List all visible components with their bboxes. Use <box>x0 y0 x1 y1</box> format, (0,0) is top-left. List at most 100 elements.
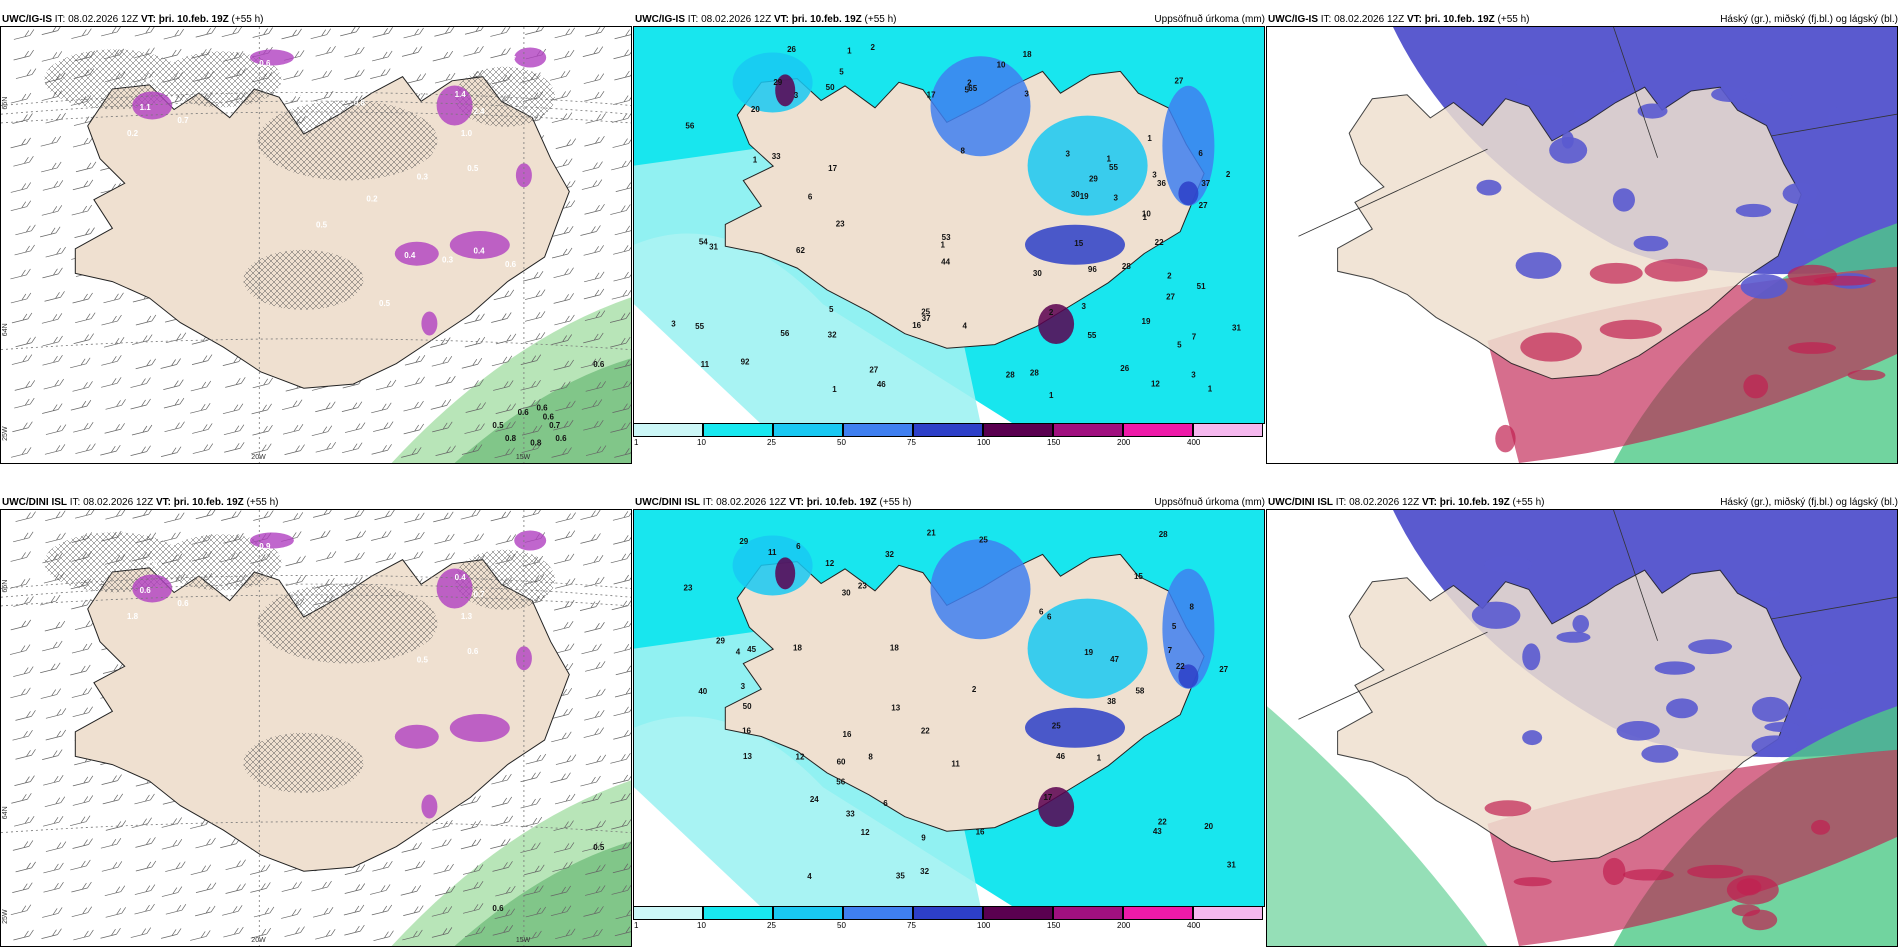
precip-value-label: 2 <box>967 79 972 88</box>
precip-area <box>930 539 1031 640</box>
precip-value-label: 46 <box>1056 752 1065 761</box>
precip-area <box>775 74 796 107</box>
axis-label-lat64: 64N <box>2 806 9 819</box>
precip-value-label: 47 <box>1110 655 1119 664</box>
colorbar-swatch <box>703 423 773 437</box>
cloud-patch <box>1740 273 1788 299</box>
precip-value-label: 56 <box>685 122 694 131</box>
precip-value-label: 30 <box>1071 190 1080 199</box>
panel-bottom-middle: UWC/DINI ISL IT: 08.02.2026 12Z VT: þri.… <box>633 493 1267 950</box>
graticule <box>1 510 631 946</box>
precip-value-label: 1 <box>1147 134 1152 143</box>
precip-value-label: 1 <box>1097 754 1102 763</box>
snow-value-label: 1.8 <box>127 612 139 621</box>
cloud-patch <box>1782 182 1818 205</box>
precip-value-label: 25 <box>1052 721 1061 730</box>
precip-value-label: 4 <box>807 872 812 881</box>
panel-header: UWC/DINI ISL IT: 08.02.2026 12Z VT: þri.… <box>1266 493 1900 511</box>
init-time: IT: 08.02.2026 12Z <box>700 497 789 508</box>
snow-value-label: 0.5 <box>467 164 479 173</box>
precip-value-label: 27 <box>1166 292 1175 301</box>
colorbar-tick-label: 25 <box>767 438 776 447</box>
snow-area <box>514 47 547 68</box>
snow-value-label: 0.6 <box>467 647 479 656</box>
rain-value-label: 0.8 <box>530 439 542 448</box>
precip-value-label: 17 <box>1043 793 1052 802</box>
snow-area <box>514 530 547 551</box>
panel-header: UWC/IG-IS IT: 08.02.2026 12Z VT: þri. 10… <box>0 10 634 28</box>
precip-value-label: 62 <box>796 246 805 255</box>
cloud-patch <box>1633 235 1669 252</box>
map-precipitation[interactable]: 8 12 12 13 11 5 33 6 6 9 24 43 29 32 58 46 56 22 21 45 35 38 3… <box>633 509 1265 907</box>
precip-value-label: 17 <box>828 164 837 173</box>
precip-value-label: 7 <box>1168 646 1173 655</box>
precip-value-label: 18 <box>890 644 899 653</box>
precip-value-label: 15 <box>1074 239 1083 248</box>
map-precipitation[interactable]: 19 6 7 8 11 5 3 32 27 33 37 56 10 46 55 20 5 50 37 36 54 31 28… <box>633 26 1265 424</box>
precip-value-label: 56 <box>836 778 845 787</box>
map-cloud-cover[interactable] <box>1266 509 1898 947</box>
snow-area <box>515 646 532 671</box>
precip-value-label: 46 <box>877 380 886 389</box>
snow-value-label: 0.5 <box>146 77 158 86</box>
precip-value-label: 5 <box>1177 341 1182 350</box>
precip-value-label: 40 <box>698 687 707 696</box>
snow-value-label: 0.3 <box>442 255 454 264</box>
precip-value-label: 29 <box>739 537 748 546</box>
precip-value-label: 23 <box>858 581 867 590</box>
cloud-patch <box>1764 721 1800 733</box>
lead-time: (+55 h) <box>876 497 912 508</box>
panel-header: UWC/IG-IS IT: 08.02.2026 12Z VT: þri. 10… <box>1266 10 1900 28</box>
precip-value-label: 53 <box>942 233 951 242</box>
precip-value-label: 12 <box>825 559 834 568</box>
cloud-patch <box>1515 252 1562 279</box>
precip-value-label: 10 <box>997 60 1006 69</box>
map-cloud-cover[interactable] <box>1266 26 1898 464</box>
panel-top-middle: UWC/IG-IS IT: 08.02.2026 12Z VT: þri. 10… <box>633 10 1267 465</box>
precip-value-label: 56 <box>780 329 789 338</box>
precip-value-label: 11 <box>701 360 710 369</box>
precip-value-label: 3 <box>1081 302 1086 311</box>
cloud-patch <box>1847 369 1886 381</box>
cloud-patch <box>1688 639 1733 655</box>
precip-value-label: 37 <box>1201 179 1210 188</box>
snow-area <box>132 91 173 120</box>
axis-label-lat66: 66N <box>2 580 9 593</box>
model-name: UWC/IG-IS <box>2 14 52 25</box>
map-wind-snow[interactable]: 20W 15W 66N 64N 25W 0.5 1.1 0.7 0.2 0.6 1.4 2.4 1.0 0… <box>0 26 632 464</box>
rain-value-label: 0.6 <box>593 360 605 369</box>
precip-value-label: 8 <box>960 146 965 155</box>
rain-value-label: 0.5 <box>492 421 504 430</box>
cloud-patch <box>1751 735 1798 757</box>
snow-value-label: 0.6 <box>291 90 303 99</box>
precip-value-label: 24 <box>810 795 819 804</box>
snow-value-label: 0.4 <box>455 573 467 582</box>
axis-label-lat64: 64N <box>2 323 9 336</box>
map-wind-snow[interactable]: 20W 15W 66N 64N 25W 0.5 0.6 0.6 1.8 0.9 0.4 0.7 1.3 0… <box>0 509 632 947</box>
snow-area <box>421 794 438 819</box>
panel-bottom-right: UWC/DINI ISL IT: 08.02.2026 12Z VT: þri.… <box>1266 493 1900 950</box>
snow-value-label: 0.5 <box>146 560 158 569</box>
cloud-patch <box>1484 556 1532 573</box>
precip-value-label: 3 <box>1113 194 1118 203</box>
colorbar-tick-label: 1 <box>634 438 639 447</box>
valid-time: þri. 10.feb. 19Z <box>1436 497 1510 508</box>
snow-value-label: 2.4 <box>474 107 486 116</box>
cloud-patch <box>1522 730 1543 746</box>
colorbar-swatch <box>633 423 703 437</box>
cloud-patch <box>1607 70 1632 92</box>
cloud-patch <box>1805 707 1825 721</box>
colorbar-swatch <box>633 906 703 920</box>
snow-area <box>132 574 173 603</box>
init-time: IT: 08.02.2026 12Z <box>67 497 156 508</box>
precip-value-label: 37 <box>922 314 931 323</box>
cloud-patch <box>1743 374 1769 399</box>
rain-area <box>391 297 631 463</box>
model-name: UWC/IG-IS <box>1268 14 1318 25</box>
colorbar-tick-label: 200 <box>1117 921 1131 930</box>
panel-header: UWC/IG-IS IT: 08.02.2026 12Z VT: þri. 10… <box>633 10 1267 28</box>
precip-value-label: 35 <box>896 872 905 881</box>
model-name: UWC/IG-IS <box>635 14 685 25</box>
snow-value-label: 0.4 <box>474 247 486 256</box>
precip-value-label: 29 <box>1089 174 1098 183</box>
